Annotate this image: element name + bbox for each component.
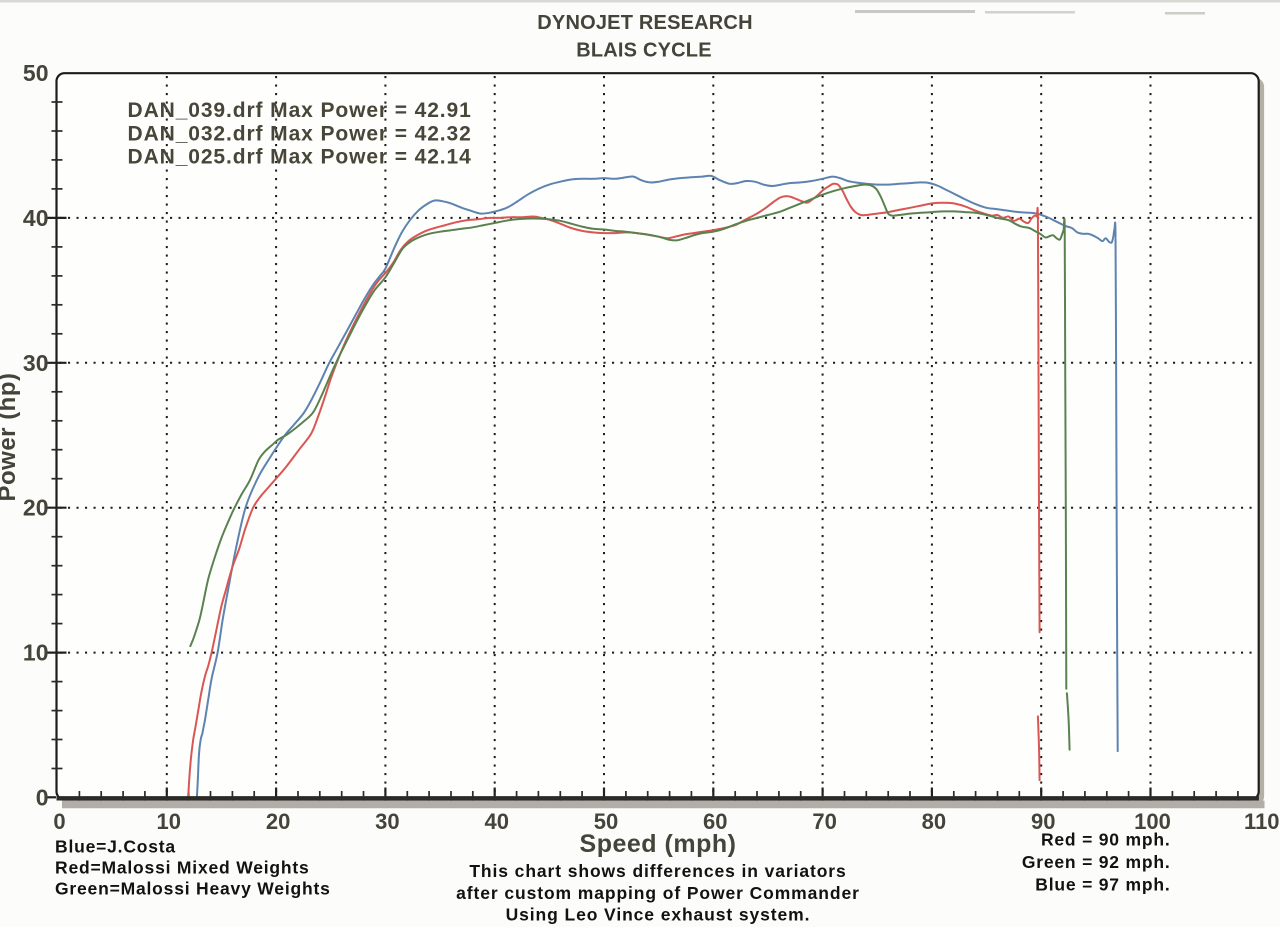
svg-text:60: 60 xyxy=(703,809,727,834)
svg-text:after custom mapping of Power: after custom mapping of Power Commander xyxy=(456,883,860,903)
svg-text:0: 0 xyxy=(36,785,49,811)
svg-text:Speed (mph): Speed (mph) xyxy=(580,830,737,858)
svg-text:This chart shows differences i: This chart shows differences in variator… xyxy=(469,861,846,881)
svg-text:10: 10 xyxy=(157,809,181,834)
svg-text:90: 90 xyxy=(1031,809,1055,834)
svg-text:50: 50 xyxy=(23,60,49,86)
svg-text:30: 30 xyxy=(375,809,399,834)
svg-text:40: 40 xyxy=(23,205,49,231)
svg-text:Using Leo Vince exhaust system: Using Leo Vince exhaust system. xyxy=(506,905,811,925)
svg-text:DAN_039.drf Max Power = 42.91: DAN_039.drf Max Power = 42.91 xyxy=(128,99,472,122)
svg-text:80: 80 xyxy=(922,809,946,834)
svg-text:70: 70 xyxy=(812,809,836,834)
svg-text:Blue=J.Costa: Blue=J.Costa xyxy=(55,837,176,857)
svg-text:100: 100 xyxy=(1134,809,1171,834)
svg-text:BLAIS CYCLE: BLAIS CYCLE xyxy=(576,40,712,62)
svg-text:Blue = 97 mph.: Blue = 97 mph. xyxy=(1035,875,1170,895)
svg-text:Green=Malossi Heavy Weights: Green=Malossi Heavy Weights xyxy=(55,879,331,899)
svg-text:20: 20 xyxy=(23,495,49,521)
svg-text:Red = 90 mph.: Red = 90 mph. xyxy=(1041,830,1171,850)
svg-text:DAN_025.drf Max Power = 42.14: DAN_025.drf Max Power = 42.14 xyxy=(128,146,472,169)
svg-text:50: 50 xyxy=(594,809,618,834)
svg-text:30: 30 xyxy=(23,350,49,376)
svg-text:DYNOJET RESEARCH: DYNOJET RESEARCH xyxy=(537,12,752,34)
svg-text:0: 0 xyxy=(53,809,65,834)
svg-text:10: 10 xyxy=(23,640,49,666)
svg-text:Red=Malossi Mixed Weights: Red=Malossi Mixed Weights xyxy=(55,858,310,878)
svg-text:110: 110 xyxy=(1244,809,1280,834)
svg-text:Green = 92 mph.: Green = 92 mph. xyxy=(1022,852,1171,872)
svg-text:40: 40 xyxy=(484,809,508,834)
svg-text:20: 20 xyxy=(266,809,290,834)
svg-text:DAN_032.drf Max Power = 42.32: DAN_032.drf Max Power = 42.32 xyxy=(128,123,472,146)
svg-text:Power (hp): Power (hp) xyxy=(0,373,21,502)
